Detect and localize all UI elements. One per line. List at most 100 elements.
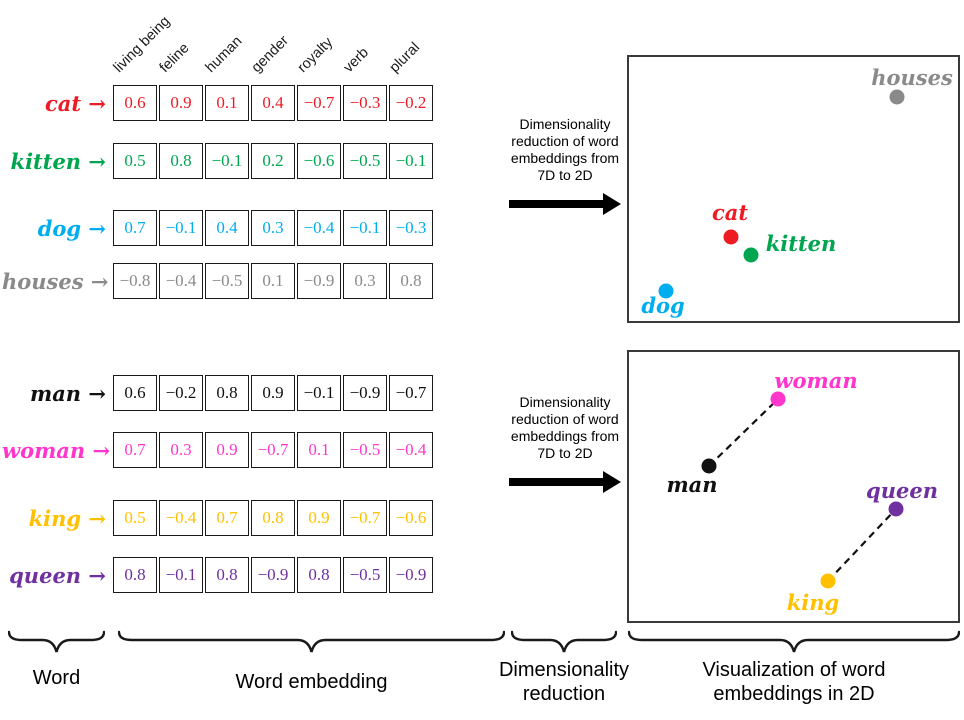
embedding-cell: −0.5 [343, 432, 387, 468]
word-label: dog → [37, 215, 106, 241]
embedding-cell: 0.8 [205, 557, 249, 593]
analogy-dashed-line [708, 398, 779, 467]
right-arrow-icon [509, 193, 621, 215]
arrow-shaft [509, 478, 603, 486]
column-header: feline [156, 40, 193, 76]
embedding-cell: 0.9 [159, 85, 203, 121]
kitten-label: kitten [766, 231, 837, 256]
underbrace-icon [511, 630, 617, 653]
embedding-row-kitten: kitten → 0.5 0.8 −0.1 0.2 −0.6 −0.5 −0.1 [2, 142, 433, 180]
word-arrow-icon: → [88, 90, 106, 116]
word-arrow-icon: → [88, 505, 106, 531]
embedding-brace [118, 630, 505, 654]
arrow-head [603, 471, 621, 493]
underbrace-path [628, 630, 960, 653]
embedding-cell: 0.9 [251, 375, 295, 411]
word-label: woman → [2, 437, 111, 463]
bottom-scatter-plot: man woman king queen [627, 350, 960, 623]
embedding-cell: −0.1 [297, 375, 341, 411]
embedding-row-houses: houses → −0.8 −0.4 −0.5 0.1 −0.9 0.3 0.8 [2, 262, 433, 300]
embedding-cell: −0.9 [251, 557, 295, 593]
embedding-cell: −0.7 [389, 375, 433, 411]
underbrace-icon [118, 630, 505, 653]
embedding-cell: 0.6 [113, 375, 157, 411]
embedding-cell: −0.7 [297, 85, 341, 121]
word-arrow-icon: → [88, 215, 106, 241]
embedding-cell: 0.7 [205, 500, 249, 536]
king-point [820, 573, 836, 589]
column-header: gender [248, 32, 292, 76]
embedding-cell: −0.9 [343, 375, 387, 411]
underbrace-icon [628, 630, 960, 653]
word-arrow-icon: → [90, 268, 109, 294]
embedding-caption: Word embedding [235, 671, 388, 693]
bottom-plot-svg: man woman king queen [666, 368, 938, 615]
visualization-caption-line2: embeddings in 2D [713, 683, 875, 705]
embedding-cell: 0.3 [343, 263, 387, 299]
column-header: human [202, 33, 246, 76]
embedding-cell: −0.9 [297, 263, 341, 299]
embedding-cell: −0.1 [343, 210, 387, 246]
houses-label: houses [871, 65, 953, 90]
column-header: verb [340, 44, 372, 76]
embedding-row-woman: woman → 0.7 0.3 0.9 −0.7 0.1 −0.5 −0.4 [2, 431, 433, 469]
queen-point [888, 501, 904, 517]
embedding-cell: −0.6 [297, 143, 341, 179]
houses-point [889, 89, 905, 105]
embedding-row-cat: cat → 0.6 0.9 0.1 0.4 −0.7 −0.3 −0.2 [2, 84, 433, 122]
visualization-brace [628, 630, 960, 654]
embedding-cell: 0.3 [251, 210, 295, 246]
embedding-row-queen: queen → 0.8 −0.1 0.8 −0.9 0.8 −0.5 −0.9 [2, 556, 433, 594]
embedding-cell: 0.8 [159, 143, 203, 179]
right-arrow-icon [509, 471, 621, 493]
embedding-cell: −0.7 [343, 500, 387, 536]
word-label: houses → [2, 268, 109, 294]
embedding-cell: 0.2 [251, 143, 295, 179]
dog-label: dog [641, 293, 684, 318]
embedding-cell: −0.6 [389, 500, 433, 536]
embedding-cell: −0.1 [159, 210, 203, 246]
arrow-head [603, 193, 621, 215]
dim-reduction-block-bottom: Dimensionality reduction of word embeddi… [503, 394, 627, 493]
queen-label: queen [866, 478, 938, 503]
dog-point [658, 283, 674, 299]
word-arrow-icon: → [88, 148, 106, 174]
dim-reduction-caption-line1: Dimensionality [498, 659, 630, 681]
embedding-cell: −0.5 [343, 143, 387, 179]
embedding-cell: −0.4 [389, 432, 433, 468]
man-point [701, 458, 717, 474]
word-brace [8, 630, 105, 654]
dim-reduction-caption: Dimensionality reduction [496, 658, 632, 706]
word-arrow-icon: → [88, 380, 106, 406]
top-scatter-plot: houses cat kitten dog [627, 55, 960, 323]
cat-label: cat [712, 200, 748, 225]
word-arrow-icon: → [88, 562, 106, 588]
word-caption: Word [32, 667, 81, 689]
analogy-dashed-line [827, 508, 897, 582]
embedding-cell: 0.1 [297, 432, 341, 468]
embedding-cell: 0.9 [205, 432, 249, 468]
word-arrow-icon: → [92, 437, 111, 463]
embedding-cell: −0.4 [159, 500, 203, 536]
embedding-cell: −0.1 [389, 143, 433, 179]
embedding-cell: 0.8 [389, 263, 433, 299]
embedding-cell: 0.7 [113, 432, 157, 468]
embedding-row-man: man → 0.6 −0.2 0.8 0.9 −0.1 −0.9 −0.7 [2, 374, 433, 412]
embedding-cell: −0.9 [389, 557, 433, 593]
embedding-cell: −0.2 [389, 85, 433, 121]
dim-reduction-label-top: Dimensionality reduction of word embeddi… [510, 116, 620, 183]
embedding-cell: −0.5 [205, 263, 249, 299]
embedding-row-king: king → 0.5 −0.4 0.7 0.8 0.9 −0.7 −0.6 [2, 499, 433, 537]
embedding-cell: 0.1 [251, 263, 295, 299]
word-label: kitten → [10, 148, 106, 174]
underbrace-icon [8, 630, 105, 653]
embedding-cell: 0.5 [113, 143, 157, 179]
embedding-cell: 0.8 [113, 557, 157, 593]
embedding-cell: 0.8 [205, 375, 249, 411]
embedding-cell: −0.1 [159, 557, 203, 593]
kitten-point [743, 247, 759, 263]
embedding-cell: 0.7 [113, 210, 157, 246]
cat-point [723, 229, 739, 245]
dim-reduction-caption-line2: reduction [522, 683, 606, 705]
